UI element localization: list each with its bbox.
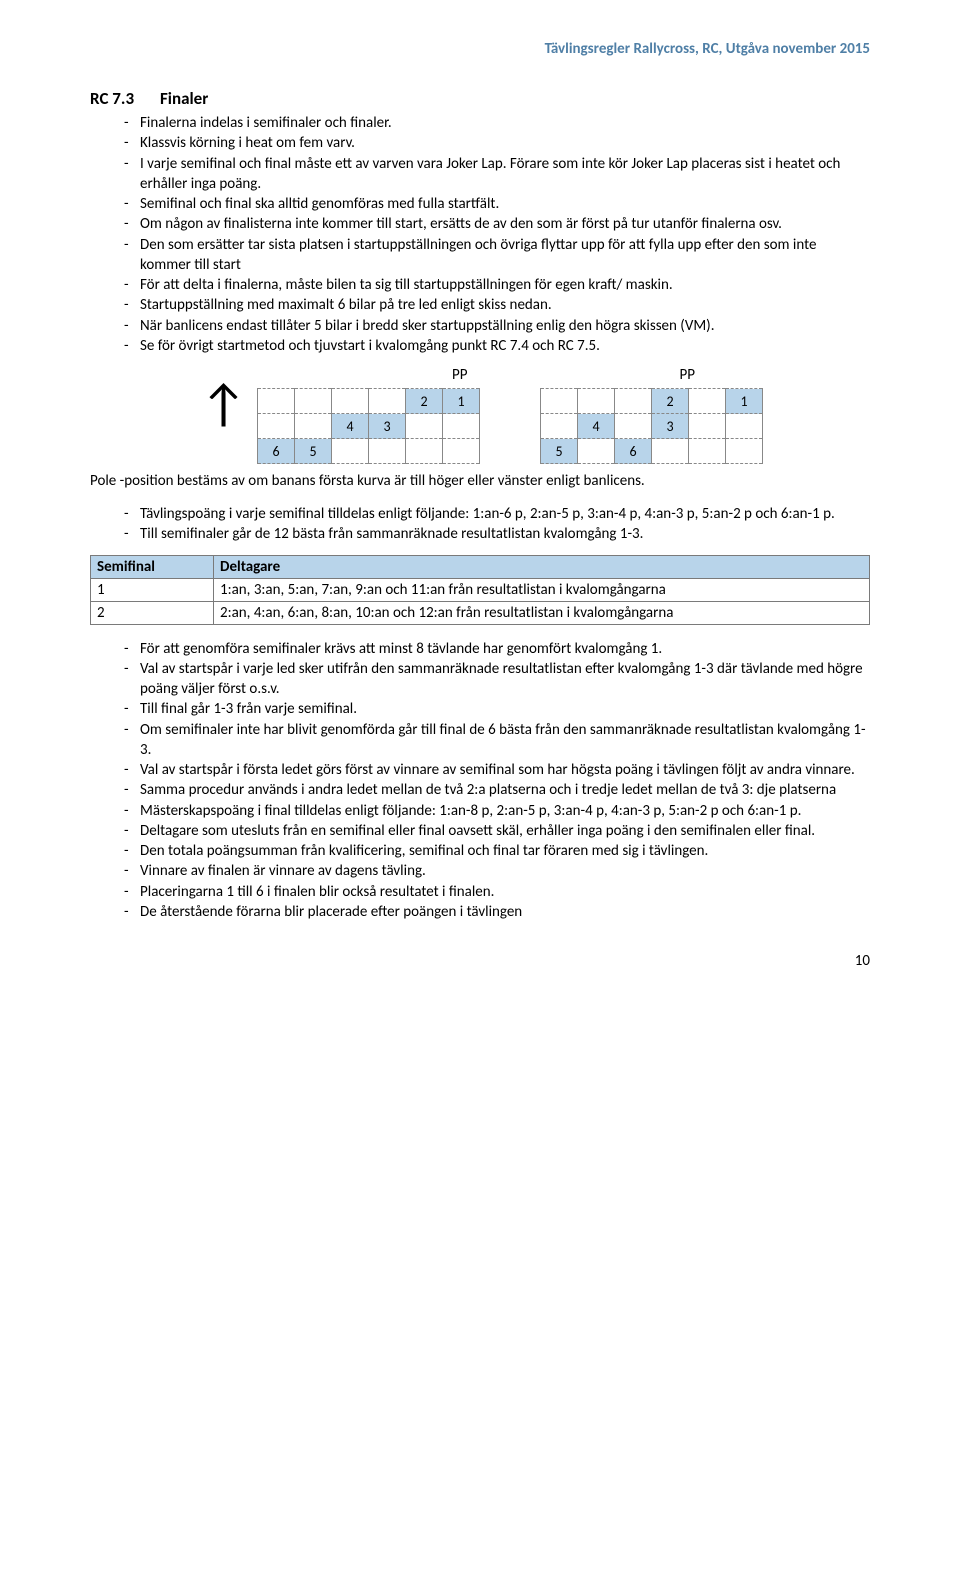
list-item: Placeringarna 1 till 6 i finalen blir oc… <box>124 882 870 902</box>
list-item: För att genomföra semifinaler krävs att … <box>124 639 870 659</box>
direction-arrow-icon: ↑ <box>200 380 247 427</box>
semifinal-table: SemifinalDeltagare11:an, 3:an, 5:an, 7:a… <box>90 555 870 625</box>
grid-cell <box>406 414 443 439</box>
table-cell: 1 <box>91 578 214 601</box>
section-heading: RC 7.3Finaler <box>90 88 870 109</box>
list-item: Vinnare av finalen är vinnare av dagens … <box>124 861 870 881</box>
grid-cell <box>258 389 295 414</box>
page-header: Tävlingsregler Rallycross, RC, Utgåva no… <box>90 40 870 58</box>
table-cell: 2 <box>91 601 214 624</box>
table-header: Deltagare <box>214 555 870 578</box>
grid-cell <box>578 389 615 414</box>
table-cell: 1:an, 3:an, 5:an, 7:an, 9:an och 11:an f… <box>214 578 870 601</box>
grid-cell <box>578 439 615 464</box>
grid-cell <box>689 439 726 464</box>
grid-cell <box>726 414 763 439</box>
grid-cell <box>615 414 652 439</box>
grid-cell: 2 <box>406 389 443 414</box>
grid-cell: 4 <box>332 414 369 439</box>
list-item: I varje semifinal och final måste ett av… <box>124 154 870 195</box>
pp-label-left: PP <box>452 366 468 384</box>
grid-cell: 6 <box>258 439 295 464</box>
grid-cell <box>369 389 406 414</box>
grid-cell <box>369 439 406 464</box>
list-item: Klassvis körning i heat om fem varv. <box>124 133 870 153</box>
grid-cell: 5 <box>295 439 332 464</box>
grid-caption: Pole -position bestäms av om banans förs… <box>90 472 870 490</box>
grid-cell: 6 <box>615 439 652 464</box>
list-item: Mästerskapspoäng i final tilldelas enlig… <box>124 801 870 821</box>
list-item: Tävlingspoäng i varje semifinal tilldela… <box>124 504 870 524</box>
grid-cell: 3 <box>369 414 406 439</box>
list-item: Till final går 1-3 från varje semifinal. <box>124 699 870 719</box>
list-item: De återstående förarna blir placerade ef… <box>124 902 870 922</box>
grid-cell: 1 <box>443 389 480 414</box>
grid-cell: 5 <box>541 439 578 464</box>
list-item: Deltagare som utesluts från en semifinal… <box>124 821 870 841</box>
grid-cell <box>332 439 369 464</box>
section-number: RC 7.3 <box>90 88 160 109</box>
rules-list-3: För att genomföra semifinaler krävs att … <box>90 639 870 923</box>
grid-cell <box>652 439 689 464</box>
pp-labels: PP PP <box>452 366 870 384</box>
rules-list-2: Tävlingspoäng i varje semifinal tilldela… <box>90 504 870 545</box>
rules-list-1: Finalerna indelas i semifinaler och fina… <box>90 113 870 356</box>
list-item: För att delta i finalerna, måste bilen t… <box>124 275 870 295</box>
grid-cell: 4 <box>578 414 615 439</box>
start-grid-5wide: 2 1 4 3 5 6 <box>540 388 763 464</box>
list-item: Till semifinaler går de 12 bästa från sa… <box>124 524 870 544</box>
grid-cell <box>406 439 443 464</box>
list-item: Den som ersätter tar sista platsen i sta… <box>124 235 870 276</box>
list-item: Om någon av finalisterna inte kommer til… <box>124 214 870 234</box>
grid-cell <box>689 414 726 439</box>
list-item: Val av startspår i varje led sker utifrå… <box>124 659 870 700</box>
page: Tävlingsregler Rallycross, RC, Utgåva no… <box>0 0 960 1010</box>
grid-cell <box>258 414 295 439</box>
grid-cell <box>295 389 332 414</box>
list-item: Se för övrigt startmetod och tjuvstart i… <box>124 336 870 356</box>
grid-cell <box>295 414 332 439</box>
grid-cell <box>332 389 369 414</box>
list-item: Startuppställning med maximalt 6 bilar p… <box>124 295 870 315</box>
page-number: 10 <box>90 952 870 970</box>
grid-cell <box>541 389 578 414</box>
table-header: Semifinal <box>91 555 214 578</box>
list-item: Finalerna indelas i semifinaler och fina… <box>124 113 870 133</box>
grid-cell: 3 <box>652 414 689 439</box>
grid-cell <box>726 439 763 464</box>
start-grids-wrap: ↑ 214365 214356 <box>90 384 870 470</box>
table-cell: 2:an, 4:an, 6:an, 8:an, 10:an och 12:an … <box>214 601 870 624</box>
list-item: Semifinal och final ska alltid genomföra… <box>124 194 870 214</box>
grid-cell <box>443 414 480 439</box>
grid-cell: 2 <box>652 389 689 414</box>
grid-cell <box>541 414 578 439</box>
list-item: När banlicens endast tillåter 5 bilar i … <box>124 316 870 336</box>
grid-cell: 1 <box>726 389 763 414</box>
section-title: Finaler <box>160 88 208 109</box>
list-item: Samma procedur används i andra ledet mel… <box>124 780 870 800</box>
grid-cell <box>443 439 480 464</box>
pp-label-right: PP <box>680 366 696 384</box>
grid-cell <box>615 389 652 414</box>
start-grid-6wide: 21 43 65 <box>257 388 480 464</box>
list-item: Val av startspår i första ledet görs för… <box>124 760 870 780</box>
list-item: Den totala poängsumman från kvalificerin… <box>124 841 870 861</box>
grid-cell <box>689 389 726 414</box>
list-item: Om semifinaler inte har blivit genomförd… <box>124 720 870 761</box>
